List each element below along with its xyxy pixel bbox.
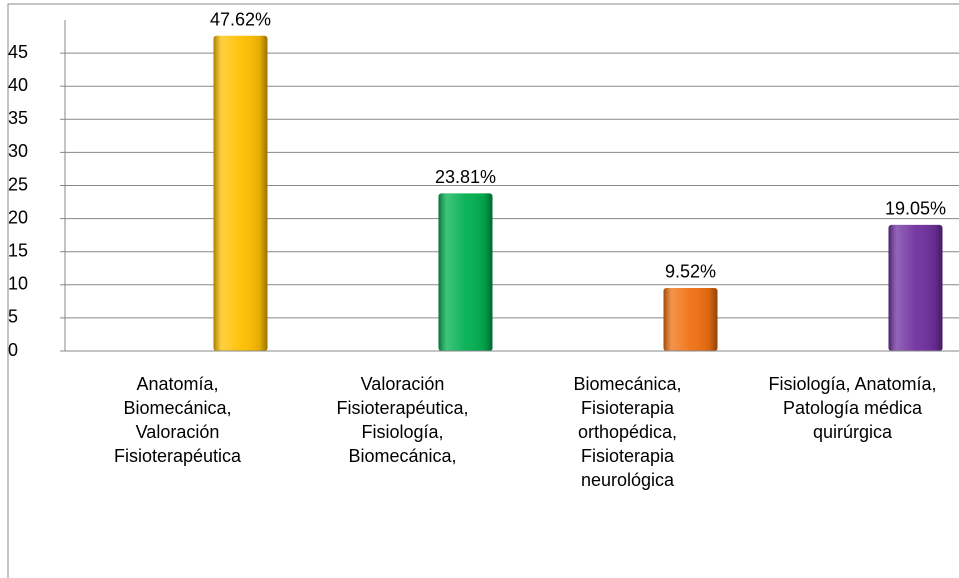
x-tick-label: Valoración Fisioterapéutica, Fisiología,… (336, 374, 469, 466)
y-tick-label: 35 (8, 108, 28, 128)
value-label: 47.62% (210, 10, 271, 30)
x-tick-label: Biomecánica, Fisioterapia orthopédica, F… (573, 374, 682, 490)
value-label: 23.81% (435, 167, 496, 187)
bar-shine (213, 35, 268, 351)
y-tick-label: 5 (8, 307, 18, 327)
bar-shine (888, 224, 943, 351)
value-label: 9.52% (665, 262, 716, 282)
y-tick-label: 25 (8, 174, 28, 194)
y-tick-label: 0 (8, 340, 18, 360)
x-tick-label: Anatomía, Biomecánica, Valoración Fisiot… (113, 374, 242, 466)
y-tick-label: 20 (8, 207, 28, 227)
y-tick-label: 15 (8, 240, 28, 260)
bar-shine (438, 193, 493, 351)
bar-shine (663, 287, 718, 351)
value-label: 19.05% (885, 199, 946, 219)
y-tick-label: 10 (8, 274, 28, 294)
x-tick-label: Fisiología, Anatomía, Patología médica q… (768, 374, 937, 442)
y-tick-label: 45 (8, 42, 28, 62)
y-tick-label: 30 (8, 141, 28, 161)
chart-border (7, 3, 959, 578)
y-tick-label: 40 (8, 75, 28, 95)
